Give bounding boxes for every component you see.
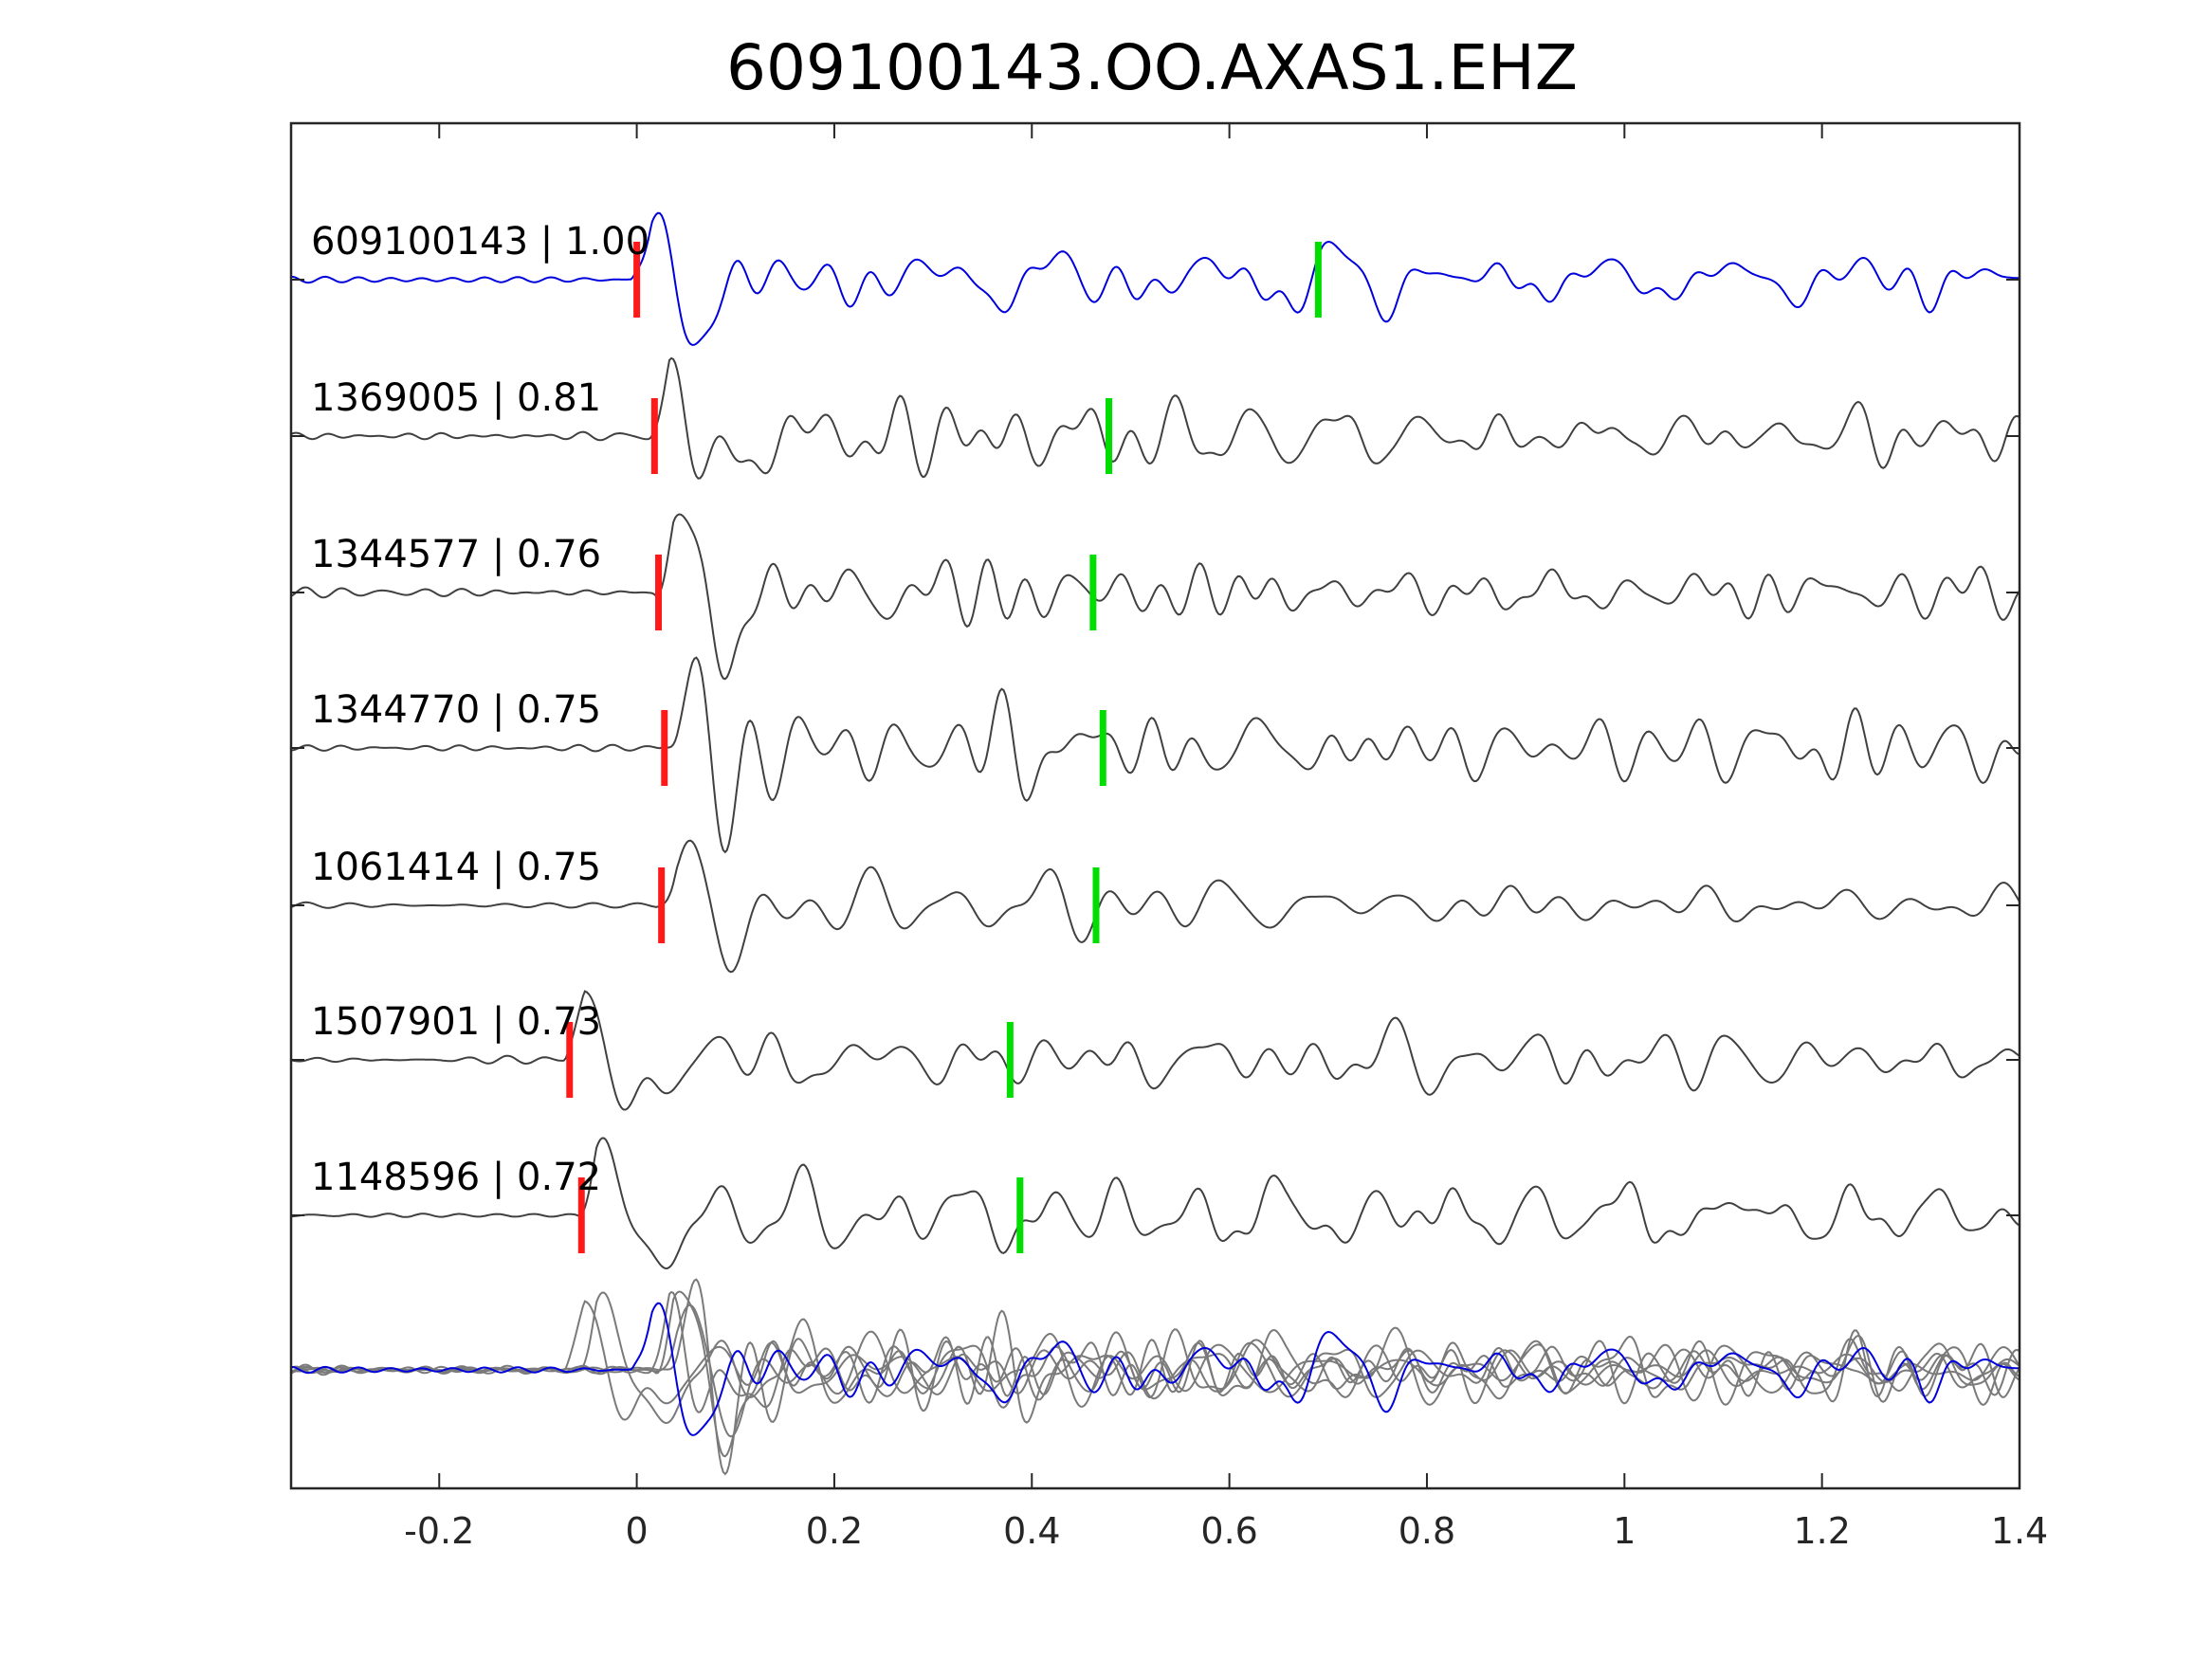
stack-trace-1507901 — [290, 1300, 2020, 1421]
trace-line-609100143 — [290, 211, 2020, 346]
stack-trace-1344577 — [290, 1290, 2020, 1458]
trace-label-609100143: 609100143 | 1.00 — [311, 220, 649, 264]
trace-labels: 609100143 | 1.00 1369005 | 0.81 1344577 | … — [311, 220, 649, 1199]
stack-overlay — [290, 1278, 2020, 1476]
trace-label-1344577: 1344577 | 0.76 — [311, 533, 601, 576]
trace-label-1061414: 1061414 | 0.75 — [311, 846, 601, 889]
trace-line-1061414 — [290, 839, 2020, 974]
stack-trace-master — [290, 1302, 2020, 1436]
x-tick-label: 0 — [626, 1510, 649, 1552]
trace-label-1148596: 1148596 | 0.72 — [311, 1156, 601, 1199]
x-tick-label: 0.8 — [1398, 1510, 1455, 1552]
x-tick-label: -0.2 — [404, 1510, 474, 1552]
trace-line-1344770 — [290, 656, 2020, 854]
trace-label-1369005: 1369005 | 0.81 — [311, 376, 601, 420]
traces-layer — [290, 211, 2020, 1270]
trace-line-1344577 — [290, 513, 2020, 681]
plot-frame — [289, 121, 2021, 1490]
x-tick-label: 1 — [1613, 1510, 1636, 1552]
trace-label-1344770: 1344770 | 0.75 — [311, 688, 601, 732]
stack-trace-1344770 — [290, 1278, 2020, 1476]
trace-line-1507901 — [290, 990, 2020, 1111]
x-tick-label: 0.2 — [806, 1510, 863, 1552]
x-tick-label: 1.2 — [1793, 1510, 1850, 1552]
trace-line-1369005 — [290, 356, 2020, 480]
chart-title: 609100143.OO.AXAS1.EHZ — [726, 31, 1578, 104]
x-axis-ticks: -0.2 0 0.2 0.4 0.6 0.8 1 1.2 1.4 — [404, 123, 2048, 1552]
x-tick-label: 0.6 — [1200, 1510, 1257, 1552]
x-tick-label: 0.4 — [1003, 1510, 1060, 1552]
picks-layer — [566, 242, 1322, 1253]
stack-trace-1148596 — [290, 1291, 2020, 1425]
trace-label-1507901: 1507901 | 0.73 — [311, 1000, 601, 1044]
x-tick-label: 1.4 — [1991, 1510, 2048, 1552]
